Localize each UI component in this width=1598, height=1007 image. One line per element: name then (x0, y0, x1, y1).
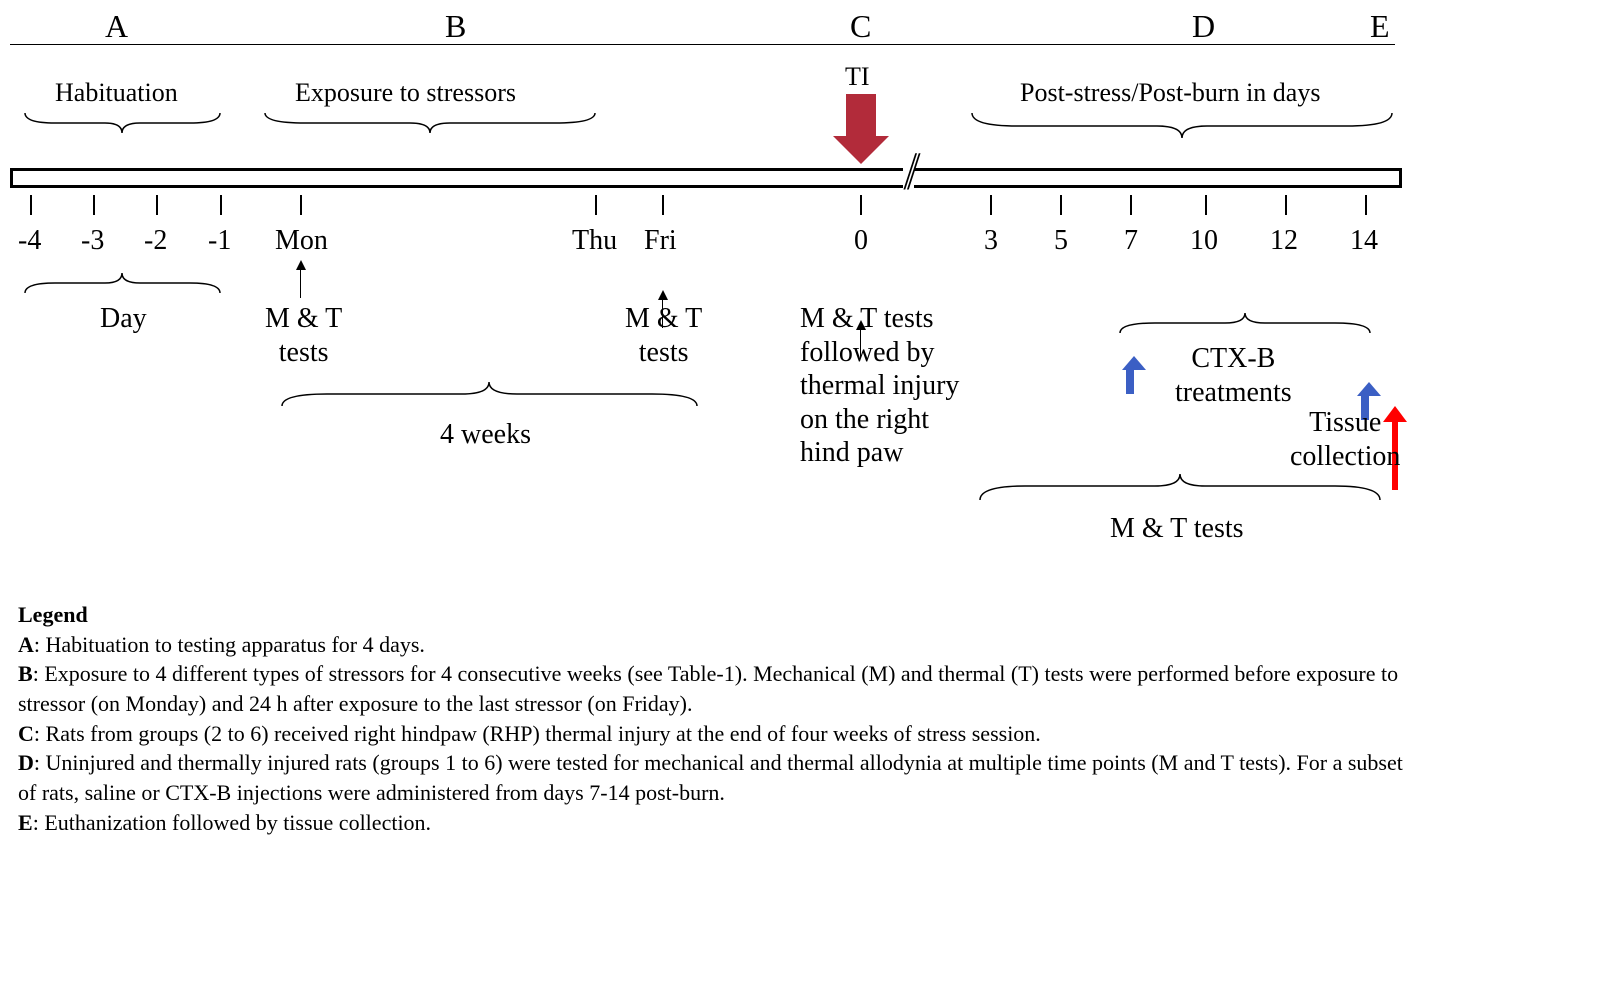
mt-mon-label: M & T tests (265, 302, 342, 369)
tick-neg2 (156, 195, 158, 215)
legend-title: Legend (18, 600, 1408, 630)
top-hairline (10, 44, 1395, 45)
tick-d12 (1285, 195, 1287, 215)
poststress-brace (972, 108, 1392, 144)
lbl-d7: 7 (1124, 225, 1138, 257)
mt-zero-label: M & T tests followed by thermal injury o… (800, 302, 959, 470)
tick-d7 (1130, 195, 1132, 215)
legend-D-text: Uninjured and thermally injured rats (gr… (18, 750, 1403, 805)
legend-A: A: Habituation to testing apparatus for … (18, 630, 1408, 660)
habituation-label: Habituation (55, 78, 178, 108)
tick-d5 (1060, 195, 1062, 215)
legend-block: Legend A: Habituation to testing apparat… (18, 600, 1408, 838)
timeline-diagram: A B C D E Habituation Exposure to stress… (0, 0, 1598, 1007)
exposure-brace (265, 108, 595, 138)
ti-label: TI (845, 62, 870, 92)
lbl-thu: Thu (572, 225, 617, 257)
lbl-fri: Fri (644, 225, 677, 257)
timeline-bar (10, 168, 1402, 188)
tick-zero (860, 195, 862, 215)
legend-C: C: Rats from groups (2 to 6) received ri… (18, 719, 1408, 749)
phase-A-label: A (105, 8, 128, 45)
axis-break: // (903, 143, 914, 204)
lbl-d5: 5 (1054, 225, 1068, 257)
day-label: Day (100, 302, 147, 336)
tick-fri (662, 195, 664, 215)
tick-neg1 (220, 195, 222, 215)
day-brace (25, 268, 220, 298)
fourweeks-label: 4 weeks (440, 418, 531, 452)
mttests-bottom-label: M & T tests (1110, 512, 1244, 546)
poststress-label: Post-stress/Post-burn in days (1020, 78, 1320, 108)
tick-mon (300, 195, 302, 215)
legend-C-text: Rats from groups (2 to 6) received right… (46, 721, 1041, 746)
mttests-brace (980, 470, 1380, 506)
lbl-mon: Mon (275, 225, 328, 257)
ti-arrow-head (833, 136, 889, 164)
lbl-neg3: -3 (81, 225, 104, 257)
mon-up-arrow (300, 268, 301, 298)
exposure-label: Exposure to stressors (295, 78, 516, 108)
phase-E-label: E (1370, 8, 1390, 45)
tick-d3 (990, 195, 992, 215)
lbl-d10: 10 (1190, 225, 1218, 257)
tick-d10 (1205, 195, 1207, 215)
lbl-d12: 12 (1270, 225, 1298, 257)
habituation-brace (25, 108, 220, 138)
ctxb-brace (1120, 308, 1370, 338)
legend-E: E: Euthanization followed by tissue coll… (18, 808, 1408, 838)
lbl-neg4: -4 (18, 225, 41, 257)
phase-B-label: B (445, 8, 466, 45)
tick-thu (595, 195, 597, 215)
tick-neg3 (93, 195, 95, 215)
lbl-d14: 14 (1350, 225, 1378, 257)
tick-neg4 (30, 195, 32, 215)
lbl-d3: 3 (984, 225, 998, 257)
phase-C-label: C (850, 8, 871, 45)
tick-d14 (1365, 195, 1367, 215)
mt-fri-label: M & T tests (625, 302, 702, 369)
tissue-label: Tissue collection (1290, 406, 1400, 473)
fourweeks-brace (282, 378, 697, 412)
ti-arrow-stem (846, 94, 876, 136)
legend-A-text: Habituation to testing apparatus for 4 d… (46, 632, 425, 657)
legend-E-text: Euthanization followed by tissue collect… (44, 810, 431, 835)
lbl-neg1: -1 (208, 225, 231, 257)
legend-D: D: Uninjured and thermally injured rats … (18, 748, 1408, 807)
lbl-neg2: -2 (144, 225, 167, 257)
ctxb-label: CTX-B treatments (1175, 342, 1292, 409)
phase-D-label: D (1192, 8, 1215, 45)
blue-arrow-d7 (1126, 368, 1134, 394)
legend-B-text: Exposure to 4 different types of stresso… (18, 661, 1398, 716)
legend-B: B: Exposure to 4 different types of stre… (18, 659, 1408, 718)
lbl-zero: 0 (854, 225, 868, 257)
